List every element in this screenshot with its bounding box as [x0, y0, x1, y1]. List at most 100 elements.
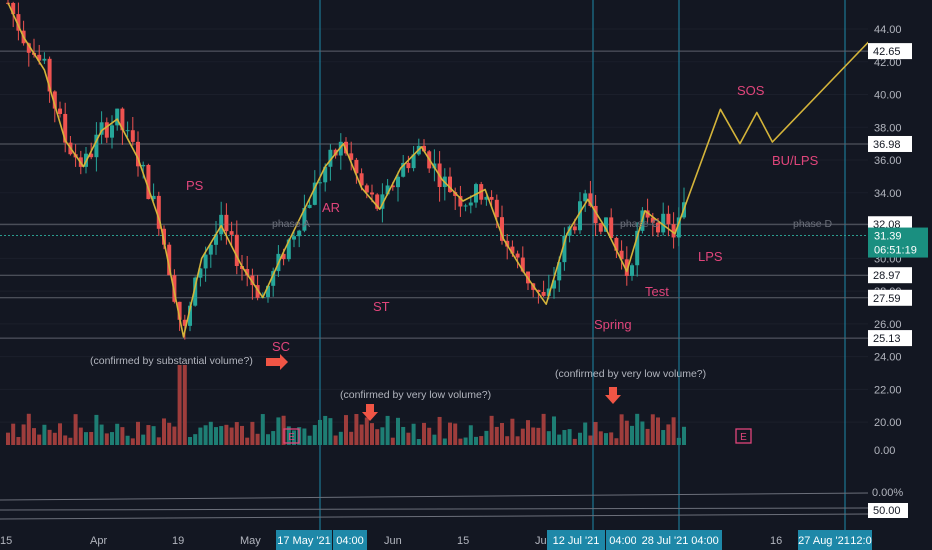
candle-body: [671, 224, 676, 238]
candle-body: [567, 226, 572, 236]
lower-axis-tick-percent: 0.00%: [872, 487, 903, 499]
volume-bar: [260, 414, 265, 445]
volume-bar: [442, 438, 447, 445]
candle-body: [375, 194, 380, 209]
candle-body: [208, 244, 213, 255]
arrow-down-spring: [605, 387, 621, 404]
time-highlight-text: 28 Jul '21: [642, 535, 689, 547]
volume-bar: [78, 427, 83, 445]
volume-bar: [448, 422, 452, 445]
candle-body: [286, 239, 291, 260]
volume-bar: [650, 414, 655, 445]
price-axis[interactable]: 44.0042.0040.0038.0036.0034.0032.0030.00…: [874, 24, 902, 429]
candle-body: [99, 122, 104, 135]
label-ps: PS: [186, 178, 204, 193]
candle-body: [224, 214, 229, 232]
time-axis[interactable]: 15 Apr 19 May Jun 15 Jul 16 17 May '21 04:00 12 Ju…: [0, 530, 932, 550]
candle-body: [255, 285, 260, 298]
volume-bar: [474, 436, 478, 445]
candle-body: [302, 207, 307, 231]
time-tick: 19: [172, 535, 184, 547]
volume-bar: [656, 417, 660, 445]
phase-labels: phase A phase C phase D: [272, 218, 833, 230]
volume-bar: [110, 432, 114, 445]
volume-bar: [520, 428, 525, 445]
candle-body: [281, 253, 286, 260]
time-tick: 15: [457, 535, 469, 547]
volume-bar: [614, 438, 619, 445]
candle-body: [125, 130, 130, 132]
price-tag-bg: [868, 289, 912, 306]
volume-bar: [162, 418, 166, 445]
grid: [0, 28, 868, 423]
candle-body: [656, 222, 660, 233]
price-tag-text: 42.65: [873, 46, 901, 58]
candle-body: [635, 230, 640, 266]
candle-body: [370, 192, 374, 195]
volume-bar: [552, 416, 556, 445]
volume-bar: [156, 437, 161, 445]
volume-bar: [354, 413, 359, 445]
candle-body: [468, 202, 473, 206]
price-scale-background: [868, 0, 932, 530]
countdown-text: 06:51:19: [874, 245, 917, 257]
candle-body: [588, 193, 593, 206]
volume-arrows: [266, 354, 621, 421]
volume-bar: [422, 422, 426, 445]
volume-bar: [318, 419, 322, 445]
volume-bar: [234, 422, 239, 445]
price-tick: 26.00: [874, 319, 902, 331]
volume-bar: [68, 437, 73, 445]
volume-bar: [437, 416, 442, 445]
volume-bar: [125, 435, 130, 445]
volume-bar: [411, 423, 416, 445]
candle-body: [94, 134, 99, 158]
volume-notes: (confirmed by substantial volume?) (conf…: [90, 355, 706, 401]
candle-body: [110, 125, 114, 138]
volume-bar: [671, 417, 676, 445]
volume-bar: [546, 431, 551, 445]
price-tick: 24.00: [874, 352, 902, 364]
price-tag: 42.65: [868, 43, 912, 60]
volume-bar: [666, 424, 671, 445]
candle-body: [536, 289, 541, 292]
volume-bar: [193, 434, 198, 445]
wyckoff-path-line: [7, 2, 871, 338]
volume-bar: [151, 426, 156, 445]
candle-body: [245, 269, 250, 276]
volume-bar: [328, 418, 333, 445]
candle-body: [390, 185, 395, 188]
price-tag: 36.98: [868, 135, 912, 152]
price-tick: 22.00: [874, 384, 902, 396]
time-highlight-text: 04:00: [609, 535, 637, 547]
volume-bar: [375, 429, 380, 445]
volume-bar: [619, 414, 624, 445]
candle-body: [115, 108, 120, 126]
event-badges: E E: [283, 428, 752, 444]
price-tag: 25.13: [868, 330, 912, 347]
volume-bar: [42, 424, 47, 445]
price-tag: 27.59: [868, 289, 912, 306]
candle-body: [130, 130, 135, 142]
candle-body: [609, 217, 614, 238]
candle-body: [520, 257, 525, 272]
candle-body: [292, 236, 296, 240]
label-bu-lps: BU/LPS: [772, 153, 819, 168]
candle-body: [463, 205, 468, 207]
volume-bar: [21, 424, 26, 445]
volume-bar: [333, 435, 338, 445]
candle-body: [214, 234, 218, 245]
candle-body: [385, 185, 390, 195]
candle-body: [614, 237, 619, 251]
candle-body: [474, 184, 478, 203]
candle-body: [557, 262, 562, 281]
volume-bar: [593, 421, 598, 445]
note-st-volume: (confirmed by very low volume?): [340, 389, 491, 401]
earnings-badge-1-text: E: [288, 432, 295, 443]
volume-bar: [84, 432, 88, 445]
volume-bar: [401, 426, 406, 445]
volume-bar: [676, 437, 681, 445]
time-highlight-bg: [276, 530, 332, 550]
candle-body: [58, 108, 62, 114]
